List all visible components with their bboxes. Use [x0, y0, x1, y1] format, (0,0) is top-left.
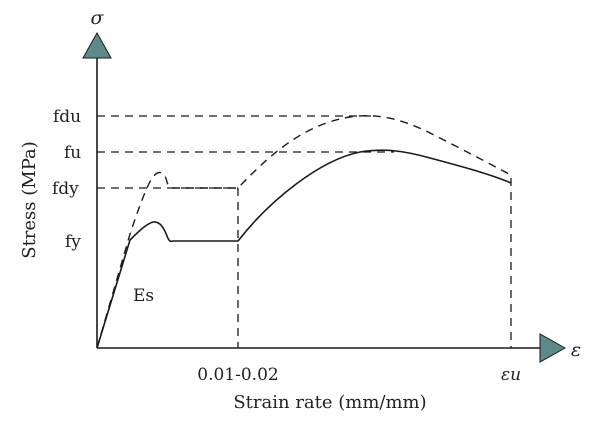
dynamic-stress-strain-curve [96, 114, 512, 349]
reference-lines [97, 115, 512, 348]
x-axis-title: Strain rate (mm/mm) [233, 392, 426, 413]
static-stress-strain-curve [96, 149, 512, 349]
y-tick-fdu: fdu [53, 107, 81, 127]
y-tick-fdy: fdy [52, 179, 79, 199]
y-tick-fu: fu [64, 143, 81, 163]
x-tick-mid-strain: 0.01-0.02 [197, 365, 278, 385]
y-axis-arrowhead [82, 31, 112, 59]
x-axis-symbol: ε [571, 339, 581, 361]
x-tick-ultimate-strain: εu [501, 365, 521, 385]
y-tick-fy: fy [65, 232, 81, 252]
elastic-modulus-label: Es [133, 286, 154, 306]
y-axis-title: Stress (MPa) [19, 141, 40, 259]
x-axis-arrowhead [539, 333, 567, 363]
y-axis-symbol: σ [91, 7, 105, 29]
